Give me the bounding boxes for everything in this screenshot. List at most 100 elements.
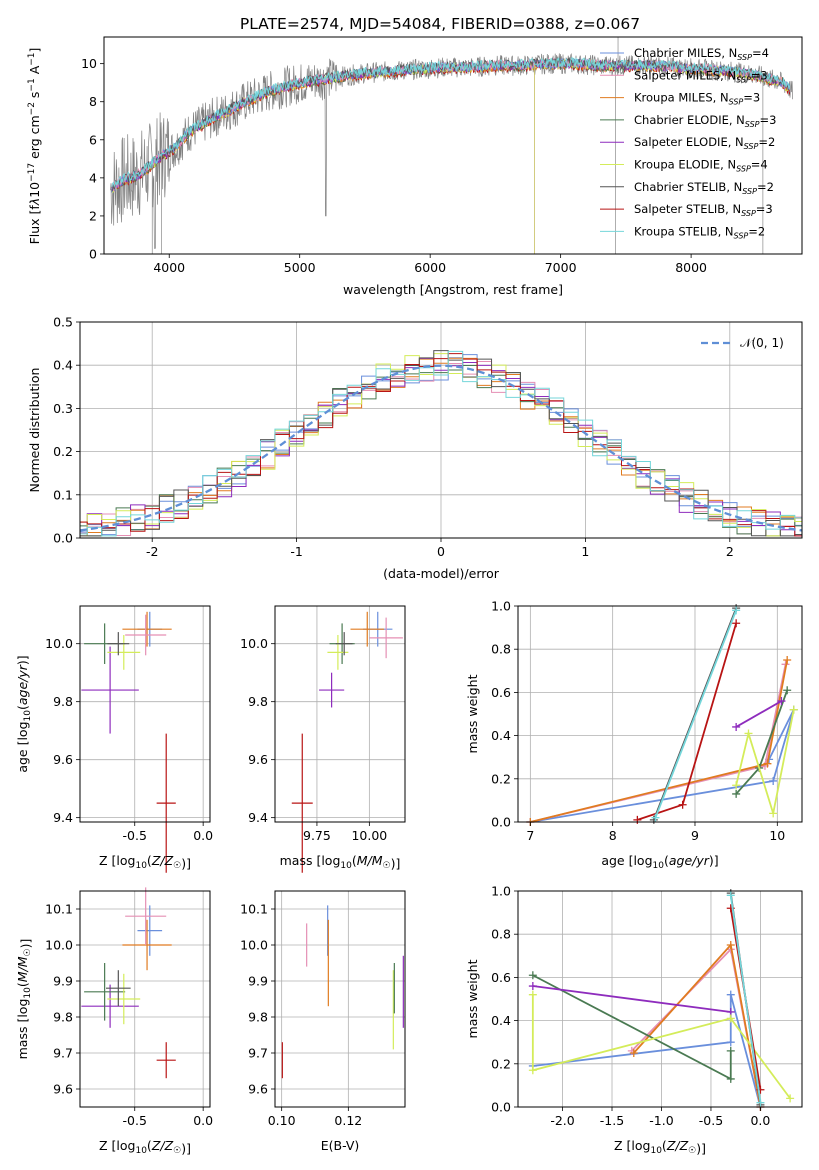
weight-line-kroupa_stelib: [654, 609, 737, 819]
weight-marker-kroupa_elodie: [786, 1094, 795, 1103]
y-tick-label: 10.0: [240, 938, 268, 953]
weight-marker-kroupa_stelib: [732, 606, 741, 615]
y-tick-label: 9.8: [248, 1010, 268, 1025]
weight-marker-kroupa_stelib: [756, 1098, 765, 1107]
hist-step-chabrier_miles: [80, 354, 802, 536]
weight-marker-salpeter_stelib: [678, 800, 687, 809]
x-tick-label: 5000: [284, 260, 316, 275]
y-tick-label: 0.1: [53, 487, 73, 502]
x-tick-label: 0.0: [193, 1113, 213, 1128]
y-tick-label: 0.4: [491, 728, 511, 743]
x-tick-label: 1: [581, 544, 589, 559]
y-tick-label: 0.2: [491, 771, 511, 786]
weight-marker-kroupa_stelib: [651, 813, 660, 822]
weight_vs_Z-panel: -2.0 -1.5 -1.0 -0.5 0.0 0.0 0.2 0.4 0.6 0.8 1.0 Z […: [465, 884, 803, 1156]
legend-label-chabrier_elodie: Chabrier ELODIE, NSSP=3: [634, 113, 776, 129]
x-tick-label: -1.5: [600, 1113, 624, 1128]
mass_vs_Z-panel: -0.5 0.0 9.6 9.7 9.8 9.9 10.0 10.1 Z [log10(Z/Z☉…: [15, 887, 213, 1156]
age_vs_Z-panel: -0.5 0.0 9.4 9.6 9.8 10.0 Z [log10(Z/Z☉)] age […: [15, 605, 213, 873]
weight_vs_age-panel: 7 8 9 10 0.0 0.2 0.4 0.6 0.8 1.0 age [log10(age/yr…: [465, 599, 803, 871]
spectrum-panel: 4000 5000 6000 7000 8000 0 2 4 6 8 10 wavelength [A…: [27, 36, 803, 297]
x-tick-label: 0.0: [750, 1113, 770, 1128]
plot-frame: [274, 605, 406, 823]
y-tick-label: 9.8: [53, 1010, 73, 1025]
y-tick-label: 9.7: [248, 1046, 268, 1061]
y-tick-label: 0.6: [491, 970, 511, 985]
y-tick-label: 9.9: [248, 974, 268, 989]
x-tick-label: -0.5: [699, 1113, 723, 1128]
x-tick-label: 10: [769, 828, 785, 843]
figure-title: PLATE=2574, MJD=54084, FIBERID=0388, z=0…: [240, 15, 640, 33]
y-tick-label: 9.6: [53, 752, 73, 767]
weight-marker-chabrier_elodie: [726, 1074, 735, 1083]
y-tick-label: 0.3: [53, 401, 73, 416]
x-tick-label: -2.0: [550, 1113, 574, 1128]
x-tick-label: 0.0: [193, 828, 213, 843]
x-tick-label: 0.12: [334, 1113, 362, 1128]
x-axis-label: E(B-V): [321, 1138, 360, 1153]
weight-marker-kroupa_elodie: [769, 809, 778, 818]
hist-step-kroupa_miles: [80, 357, 802, 533]
plot-frame: [103, 36, 803, 255]
y-tick-label: 10.0: [45, 636, 73, 651]
y-tick-label: 1.0: [491, 884, 511, 899]
x-axis-label: mass [log10(M/M☉)]: [280, 853, 401, 871]
weight-marker-kroupa_stelib: [726, 891, 735, 900]
legend-label-kroupa_stelib: Kroupa STELIB, NSSP=2: [634, 224, 765, 240]
weight-marker-kroupa_miles: [629, 1049, 638, 1057]
weight-line-salpeter_elodie: [735, 700, 782, 728]
x-tick-label: -0.5: [123, 1113, 147, 1128]
x-tick-label: 10.00: [351, 828, 387, 843]
weight-line-kroupa_stelib: [729, 895, 762, 1103]
plot-frame: [274, 890, 406, 1108]
weight-marker-kroupa_miles: [783, 656, 792, 664]
y-tick-label: 9.8: [248, 694, 268, 709]
y-axis-label: mass [log10(M/M☉)]: [15, 939, 33, 1060]
x-tick-label: -1: [290, 544, 302, 559]
plot-frame: [79, 890, 211, 1108]
weight-marker-chabrier_miles: [726, 990, 735, 999]
y-tick-label: 9.4: [248, 810, 268, 825]
y-tick-label: 0.4: [53, 358, 73, 373]
histogram-lines: [80, 350, 802, 537]
x-tick-label: 8000: [675, 260, 707, 275]
x-axis-label: (data-model)/error: [383, 566, 500, 581]
weight-marker-kroupa_elodie: [789, 705, 798, 714]
y-tick-label: 0.6: [491, 685, 511, 700]
y-tick-label: 4: [89, 170, 97, 185]
weight-marker-kroupa_elodie: [732, 781, 741, 790]
x-tick-label: 2: [726, 544, 734, 559]
model-line-kroupa_stelib: [111, 56, 791, 189]
weight-marker-salpeter_stelib: [633, 815, 642, 824]
legend-label-chabrier_stelib: Chabrier STELIB, NSSP=2: [634, 180, 774, 196]
y-tick-label: 9.6: [53, 1082, 73, 1097]
weight-line-chabrier_miles: [530, 709, 795, 823]
plot-frame: [517, 605, 803, 823]
y-tick-label: 0.2: [491, 1056, 511, 1071]
weight-marker-chabrier_miles: [769, 776, 778, 785]
y-tick-label: 0.5: [53, 315, 73, 330]
mass_vs_ebv-panel: 0.10 0.12 9.6 9.7 9.8 9.9 10.0 10.1 E(B-V): [240, 890, 406, 1153]
weight-line-salpeter_miles: [530, 664, 787, 823]
y-tick-label: 10.1: [45, 902, 73, 917]
x-tick-label: 8: [609, 828, 617, 843]
y-tick-label: 0.0: [491, 815, 511, 830]
x-tick-label: 4000: [153, 260, 185, 275]
spectrum-lines: [110, 37, 793, 254]
x-axis-label: Z [log10(Z/Z☉)]: [99, 1138, 191, 1156]
y-tick-label: 10.1: [240, 902, 268, 917]
y-tick-label: 1.0: [491, 599, 511, 614]
x-tick-label: 7: [526, 828, 534, 843]
y-tick-label: 9.6: [248, 1082, 268, 1097]
x-axis-label: Z [log10(Z/Z☉)]: [614, 1138, 706, 1156]
x-tick-label: 6000: [414, 260, 446, 275]
y-tick-label: 2: [89, 208, 97, 223]
y-axis-label: age [log10(age/yr)]: [15, 655, 33, 772]
weight-marker-chabrier_elodie: [726, 1046, 735, 1055]
legend-label-chabrier_miles: Chabrier MILES, NSSP=4: [634, 46, 769, 62]
y-axis-label: mass weight: [465, 674, 480, 753]
y-tick-label: 0: [89, 247, 97, 262]
y-tick-label: 0.2: [53, 444, 73, 459]
x-tick-label: 0.10: [268, 1113, 296, 1128]
